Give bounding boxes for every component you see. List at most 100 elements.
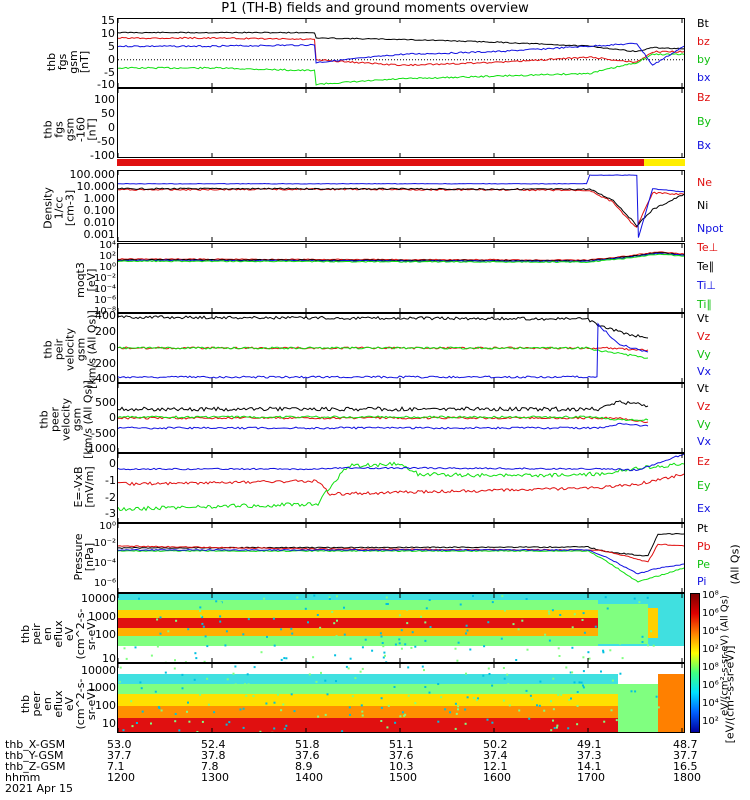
tick: 10.000 <box>76 180 116 193</box>
heat-pixel <box>423 669 425 672</box>
heat-pixel <box>587 651 590 654</box>
heat-pixel <box>641 690 644 692</box>
eph-value: 49.1 <box>577 738 602 751</box>
density-yticks: 100.000 10.000 1.000 0.100 0.010 0.001 <box>60 168 116 248</box>
heat-pixel <box>280 658 283 661</box>
heat-pixel <box>518 709 521 712</box>
heat-pixel <box>520 637 523 639</box>
pressure-panel <box>117 523 685 593</box>
ephemeris: thb_X-GSM thb_Y-GSM thb_Z-GSM hhmm 2021 … <box>0 738 750 800</box>
heat-pixel <box>573 681 576 684</box>
heat-block <box>118 706 618 718</box>
heat-pixel <box>404 713 407 716</box>
heat-pixel <box>550 700 552 703</box>
heat-pixel <box>225 723 228 726</box>
heat-pixel <box>457 708 459 711</box>
heat-pixel <box>634 690 637 693</box>
tick: 10⁻² <box>93 273 116 284</box>
eph-value: 1500 <box>389 771 417 784</box>
legend-Vy: Vy <box>697 348 711 361</box>
heat-pixel <box>651 698 654 701</box>
heat-pixel <box>219 615 222 618</box>
legend-By: By <box>697 115 712 128</box>
heat-pixel <box>371 649 374 652</box>
heat-pixel <box>167 630 170 633</box>
heat-pixel <box>506 673 509 676</box>
heat-pixel <box>633 597 636 600</box>
heat-pixel <box>333 622 336 625</box>
legend-Pe: Pe <box>697 558 711 571</box>
heat-pixel <box>536 704 538 707</box>
heat-pixel <box>440 696 443 699</box>
tick: 1000 <box>88 610 116 623</box>
heat-pixel <box>122 729 125 732</box>
temp-yticks: 10⁴ 10² 10⁰ 10⁻² 10⁻⁴ 10⁻⁶ 10⁻⁸ <box>90 240 116 317</box>
heat-pixel <box>414 702 417 705</box>
heat-pixel <box>253 666 256 669</box>
heat-pixel <box>552 708 555 711</box>
heat-pixel <box>194 652 197 655</box>
heat-pixel <box>308 673 311 676</box>
heat-pixel <box>382 656 385 659</box>
heat-pixel <box>421 665 424 668</box>
heat-pixel <box>581 619 584 621</box>
heat-pixel <box>385 661 388 664</box>
legend-Vz: Vz <box>697 330 711 343</box>
pressure-yticks: 10⁰ 10⁻² 10⁻⁴ 10⁻⁶ <box>90 521 116 593</box>
eph-value: 52.4 <box>201 738 226 751</box>
heat-pixel <box>213 711 216 714</box>
heat-pixel <box>319 626 322 629</box>
legend-Pb: Pb <box>697 540 711 553</box>
heat-pixel <box>313 594 316 597</box>
series-Ne <box>117 187 685 228</box>
legend-Pt: Pt <box>697 522 708 535</box>
tick: 10 <box>102 652 116 665</box>
heat-pixel <box>380 635 383 638</box>
heat-pixel <box>361 646 364 649</box>
eph-value: 51.8 <box>295 738 320 751</box>
heat-pixel <box>304 607 307 610</box>
heat-pixel <box>531 698 534 701</box>
heat-pixel <box>576 723 579 726</box>
heat-pixel <box>283 657 286 660</box>
heat-pixel <box>160 709 163 712</box>
heat-pixel <box>154 690 157 693</box>
heat-pixel <box>324 713 327 716</box>
heat-pixel <box>406 622 409 625</box>
heat-pixel <box>424 686 427 688</box>
heat-pixel <box>140 687 143 690</box>
tick: 1000 <box>88 681 116 694</box>
series-Pe <box>117 549 685 583</box>
heat-pixel <box>657 706 660 709</box>
eph-value: 16.5 <box>673 760 698 773</box>
heat-pixel <box>328 596 331 599</box>
heat-pixel <box>517 628 520 631</box>
heat-pixel <box>360 704 363 707</box>
heat-pixel <box>316 614 319 616</box>
fgs-plot <box>117 19 685 87</box>
series-Npot <box>117 174 685 238</box>
heat-pixel <box>582 684 584 687</box>
efield-plot <box>117 453 685 522</box>
heat-pixel <box>604 596 607 599</box>
tick: -10 <box>97 78 115 91</box>
cbar-tick: 10⁴ <box>702 698 719 709</box>
eph-value: 7.8 <box>201 760 219 773</box>
fgs160-plot <box>117 89 683 157</box>
series-Vt <box>117 400 649 412</box>
heat-pixel <box>334 654 337 657</box>
heat-pixel <box>576 705 579 707</box>
tick: 10⁴ <box>99 240 116 251</box>
tick: 100 <box>94 93 115 106</box>
heat-pixel <box>203 660 206 663</box>
heat-pixel <box>501 595 504 598</box>
heat-pixel <box>457 705 460 708</box>
tick: -400 <box>91 372 116 385</box>
fgs-yticks: 15 10 5 0 -5 -10 <box>90 14 115 94</box>
eph-value: 10.3 <box>389 760 414 773</box>
heat-pixel <box>131 725 134 728</box>
heat-pixel <box>526 648 529 651</box>
eph-value: 37.7 <box>673 749 698 762</box>
series-Vx <box>117 322 649 379</box>
eph-label: thb_Y-GSM <box>5 749 64 762</box>
